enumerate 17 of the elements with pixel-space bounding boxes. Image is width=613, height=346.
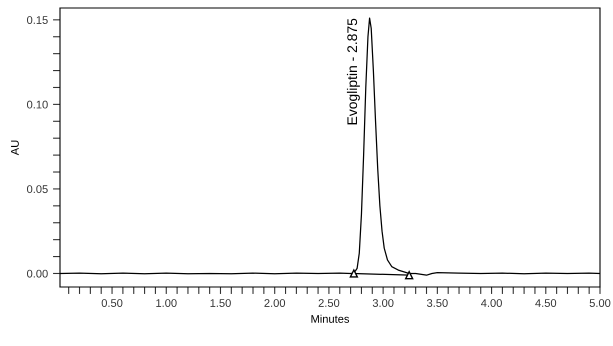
x-tick-label: 5.00 [590,299,610,307]
x-tick-label: 1.50 [210,299,231,307]
x-tick-label: 4.50 [535,299,556,307]
x-tick-label: 2.00 [264,299,286,307]
x-tick-label: 3.00 [372,299,394,307]
x-tick-label: 1.00 [156,299,177,307]
x-tick-label: 0.50 [102,299,122,307]
x-tick-label: 4.00 [481,299,502,307]
x-tick-label: 2.50 [318,299,340,307]
x-tick-label: 3.50 [426,299,448,307]
y-tick-label: 0.05 [27,185,48,194]
y-axis-title: AU [11,140,19,156]
y-tick-label: 0.15 [27,16,48,24]
y-tick-label: 0.00 [27,270,48,278]
x-axis-title: Minutes [311,314,350,323]
y-tick-label: 0.10 [27,100,48,109]
annotation: Evogliptin - 2.875 [346,18,360,124]
